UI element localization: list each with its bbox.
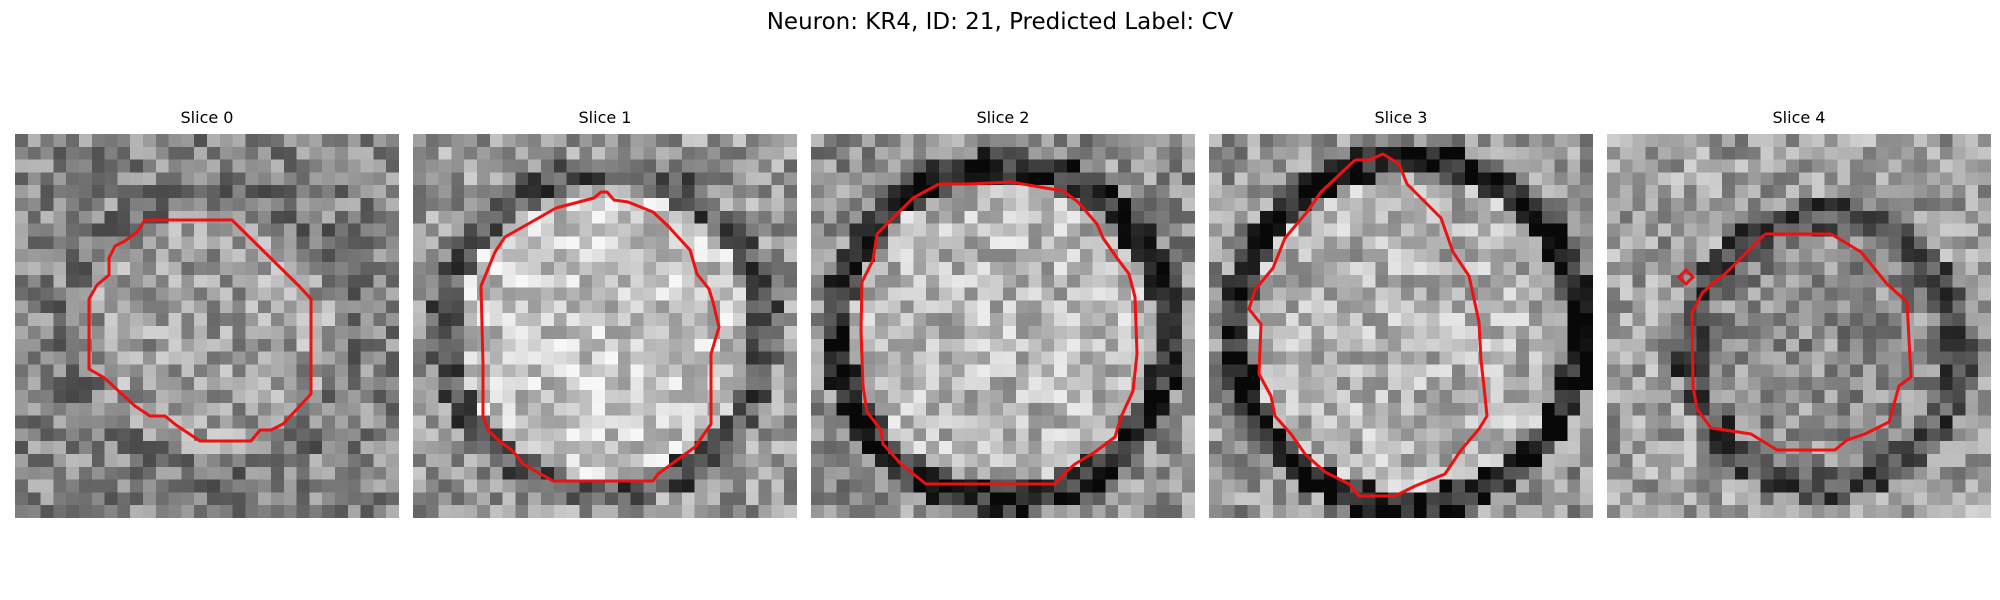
figure-title: Neuron: KR4, ID: 21, Predicted Label: CV [766,9,1234,35]
slice-panel-2: Slice 2 [811,108,1195,518]
roi-contour [1676,232,1913,452]
grayscale-patch [15,134,399,518]
grayscale-patch [1209,134,1593,518]
slice-image [413,134,797,518]
slice-title: Slice 3 [1374,108,1428,127]
grayscale-patch [413,134,797,518]
roi-contour [1247,152,1489,498]
roi-contour [479,190,721,483]
slice-image [1607,134,1991,518]
slice-title: Slice 0 [180,108,234,127]
slice-panel-3: Slice 3 [1209,108,1593,518]
slice-image [811,134,1195,518]
slice-panel-4: Slice 4 [1607,108,1991,518]
slice-panel-0: Slice 0 [15,108,399,518]
roi-contour [859,180,1139,486]
slice-panel-1: Slice 1 [413,108,797,518]
grayscale-patch [811,134,1195,518]
slice-title: Slice 1 [578,108,632,127]
roi-contour [87,218,313,443]
slice-image [15,134,399,518]
slice-image [1209,134,1593,518]
slice-title: Slice 4 [1772,108,1826,127]
grayscale-patch [1607,134,1991,518]
slice-title: Slice 2 [976,108,1030,127]
